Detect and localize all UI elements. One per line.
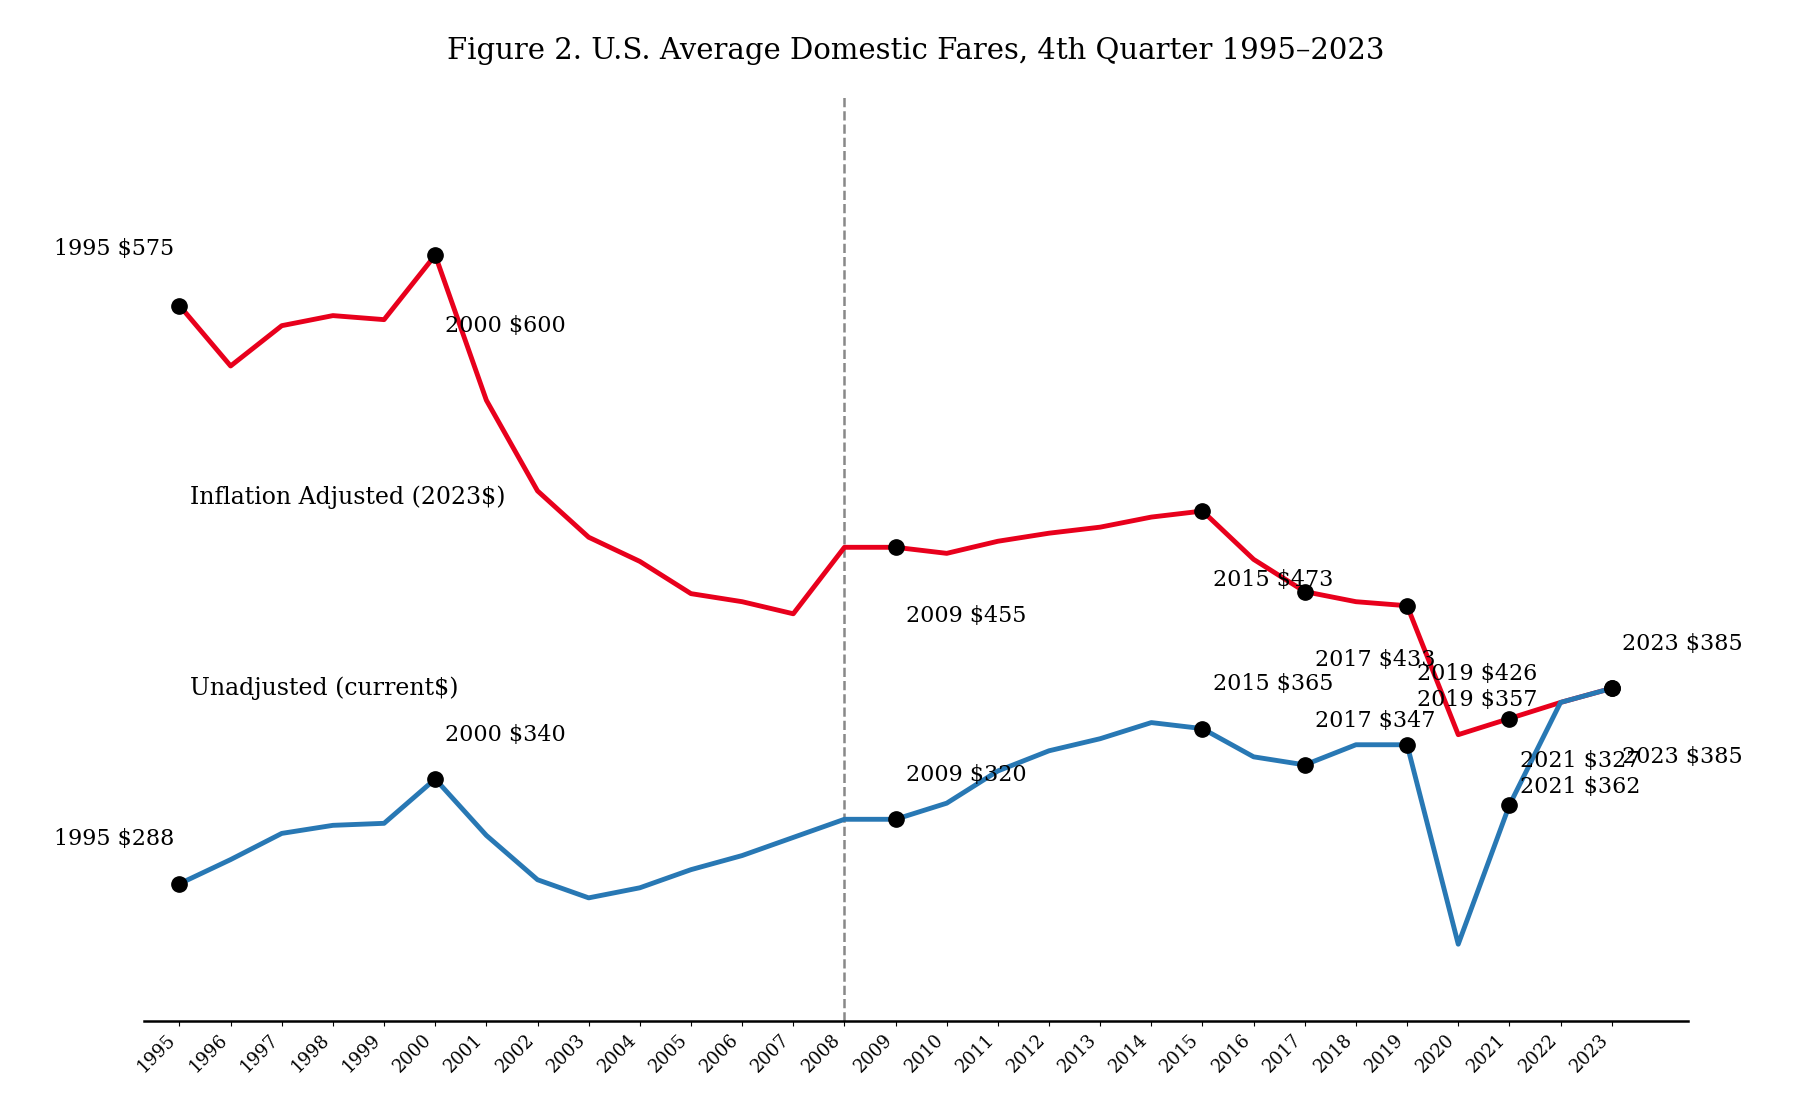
Text: Inflation Adjusted (2023$): Inflation Adjusted (2023$) [189, 485, 506, 509]
Text: 1995 $288: 1995 $288 [54, 828, 175, 850]
Text: 2017 $433: 2017 $433 [1316, 649, 1436, 671]
Text: 2023 $385: 2023 $385 [1622, 633, 1742, 656]
Text: 1995 $575: 1995 $575 [54, 238, 175, 260]
Text: 2015 $473: 2015 $473 [1213, 569, 1334, 591]
Text: 2021 $327: 2021 $327 [1519, 750, 1640, 771]
Text: 2019 $357: 2019 $357 [1417, 689, 1537, 711]
Text: 2000 $340: 2000 $340 [445, 723, 567, 746]
Text: 2009 $455: 2009 $455 [905, 604, 1026, 627]
Text: 2017 $347: 2017 $347 [1316, 710, 1435, 731]
Text: 2009 $320: 2009 $320 [905, 764, 1026, 786]
Text: 2023 $385: 2023 $385 [1622, 746, 1742, 768]
Text: 2000 $600: 2000 $600 [445, 315, 567, 336]
Title: Figure 2. U.S. Average Domestic Fares, 4th Quarter 1995–2023: Figure 2. U.S. Average Domestic Fares, 4… [446, 37, 1384, 66]
Text: 2015 $365: 2015 $365 [1213, 673, 1334, 696]
Text: 2019 $426: 2019 $426 [1417, 663, 1537, 686]
Text: 2021 $362: 2021 $362 [1519, 776, 1640, 798]
Text: Unadjusted (current$): Unadjusted (current$) [189, 677, 459, 700]
